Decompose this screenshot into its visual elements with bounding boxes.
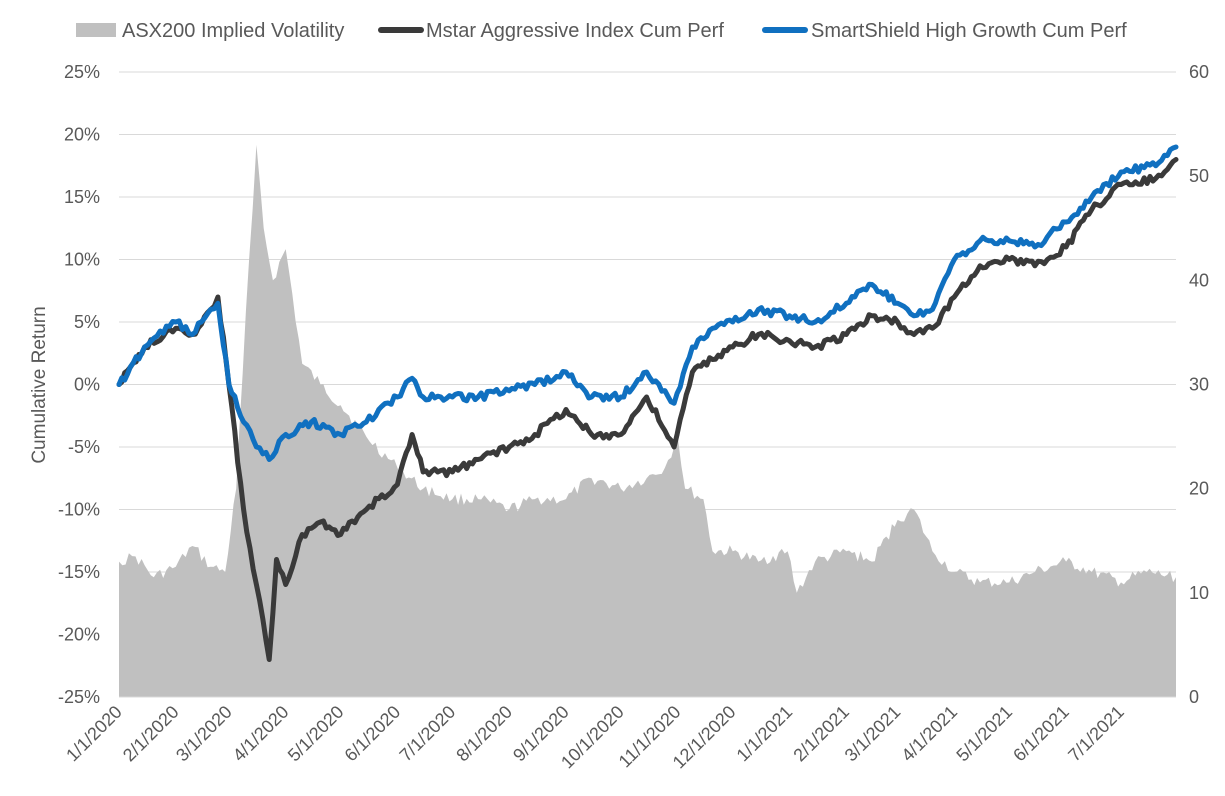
x-axis-tick-label: 2/1/2021 [789,702,853,766]
left-axis-tick-label: -15% [58,562,100,582]
x-axis-tick-label: 1/1/2020 [62,702,126,766]
left-axis-tick-label: -20% [58,625,100,645]
legend-label-mstar: Mstar Aggressive Index Cum Perf [426,20,724,42]
x-axis-tick-label: 4/1/2020 [229,702,293,766]
x-axis-tick-label: 7/1/2020 [396,702,460,766]
x-axis-tick-label: 5/1/2021 [952,702,1016,766]
mstar-line [116,157,1179,662]
x-axis-ticks: 1/1/20202/1/20203/1/20204/1/20205/1/2020… [62,696,1176,772]
right-axis-tick-label: 60 [1189,62,1209,82]
x-axis-tick-label: 6/1/2020 [341,702,405,766]
left-axis-ticks: 25% 20% 15% 10% 5% 0% -5% -10% -15% -20% -25% [58,62,100,707]
x-axis-tick-label: 8/1/2020 [452,702,516,766]
left-axis-tick-label: 25% [64,62,100,82]
right-axis-ticks: 60 50 40 30 20 10 0 [1189,62,1209,707]
x-axis-tick-label: 3/1/2020 [172,702,236,766]
left-axis-tick-label: 0% [74,375,100,395]
legend-label-smartshield: SmartShield High Growth Cum Perf [811,20,1127,42]
y-axis-title: Cumulative Return [29,306,50,463]
volatility-area [119,144,1176,697]
x-axis-tick-label: 6/1/2021 [1009,702,1073,766]
smartshield-line [116,144,1179,462]
right-axis-tick-label: 50 [1189,166,1209,186]
right-axis-tick-label: 40 [1189,270,1209,290]
performance-lines-layer [116,144,1179,662]
left-axis-tick-label: 15% [64,187,100,207]
x-axis-tick-label: 4/1/2021 [897,702,961,766]
x-axis-tick-label: 2/1/2020 [119,702,183,766]
legend-swatch-volatility [76,23,116,37]
x-axis-tick-label: 1/1/2021 [733,702,797,766]
left-axis-tick-label: -5% [68,437,100,457]
x-axis-tick-label: 5/1/2020 [284,702,348,766]
left-axis-tick-label: -10% [58,500,100,520]
legend: ASX200 Implied Volatility Mstar Aggressi… [76,20,1127,42]
left-axis-tick-label: -25% [58,687,100,707]
left-axis-tick-label: 5% [74,312,100,332]
right-axis-tick-label: 10 [1189,583,1209,603]
left-axis-tick-label: 10% [64,250,100,270]
right-axis-tick-label: 20 [1189,479,1209,499]
x-axis-tick-label: 7/1/2021 [1064,702,1128,766]
right-axis-tick-label: 0 [1189,687,1199,707]
x-axis-tick-label: 3/1/2021 [841,702,905,766]
legend-label-volatility: ASX200 Implied Volatility [122,20,344,42]
volatility-area-layer [119,144,1176,697]
left-axis-tick-label: 20% [64,125,100,145]
right-axis-tick-label: 30 [1189,375,1209,395]
